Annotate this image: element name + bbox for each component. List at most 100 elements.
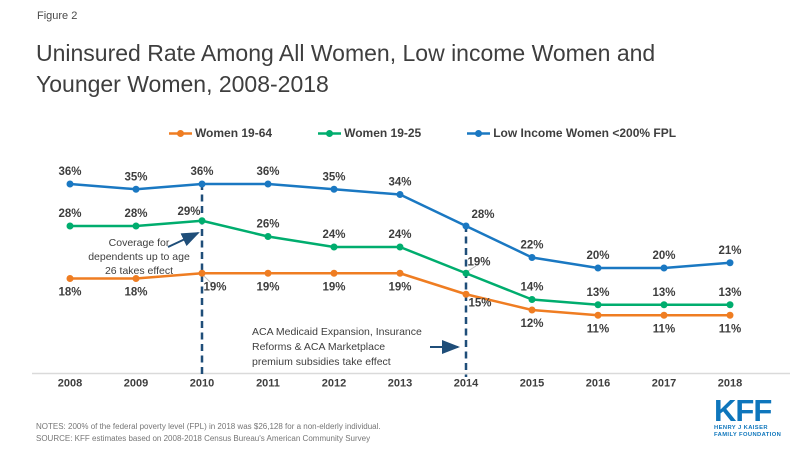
data-point-marker bbox=[528, 254, 536, 261]
data-point-marker bbox=[396, 269, 404, 277]
data-label: 15% bbox=[468, 297, 491, 309]
data-point-marker bbox=[462, 269, 470, 277]
data-label: 35% bbox=[322, 171, 345, 183]
data-label: 19% bbox=[467, 256, 490, 268]
data-label: 20% bbox=[652, 250, 675, 262]
data-point-marker bbox=[198, 217, 206, 225]
data-point-marker bbox=[726, 311, 734, 319]
data-label: 35% bbox=[124, 171, 147, 183]
data-point-marker bbox=[396, 191, 404, 198]
data-label: 13% bbox=[718, 287, 741, 299]
kff-logo-subtext: HENRY J KAISER bbox=[714, 425, 768, 431]
data-label: 21% bbox=[718, 245, 741, 257]
data-point-marker bbox=[66, 180, 74, 188]
kff-logo: KFF HENRY J KAISER FAMILY FOUNDATION bbox=[714, 393, 781, 439]
data-label: 19% bbox=[203, 281, 226, 293]
data-point-marker bbox=[264, 269, 272, 277]
line-dot-marker-icon bbox=[467, 129, 491, 137]
x-axis-tick-label: 2015 bbox=[520, 378, 544, 390]
legend-item-women-19-25: Women 19-25 bbox=[318, 126, 421, 140]
data-label: 11% bbox=[719, 323, 741, 335]
data-point-marker bbox=[396, 243, 404, 251]
data-label: 11% bbox=[653, 323, 675, 335]
annotation-dependent-coverage: Coverage for dependents up to age 26 tak… bbox=[72, 236, 206, 278]
data-point-marker bbox=[726, 259, 734, 267]
data-point-marker bbox=[528, 306, 536, 314]
data-point-marker bbox=[594, 311, 602, 319]
x-axis-tick-label: 2009 bbox=[124, 378, 148, 390]
chart-legend: Women 19-64 Women 19-25 Low Income Women… bbox=[0, 126, 800, 140]
legend-label: Women 19-25 bbox=[344, 126, 422, 140]
page-title: Uninsured Rate Among All Women, Low inco… bbox=[36, 40, 656, 97]
data-label: 36% bbox=[256, 166, 279, 178]
series-line-0 bbox=[70, 272, 730, 317]
data-label: 28% bbox=[124, 208, 147, 220]
data-point-marker bbox=[660, 264, 668, 272]
data-label: 13% bbox=[652, 287, 675, 299]
x-axis-tick-label: 2008 bbox=[58, 378, 82, 390]
annotation-aca-expansion: ACA Medicaid Expansion, Insurance Reform… bbox=[252, 325, 450, 370]
source-text: SOURCE: KFF estimates based on 2008-2018… bbox=[36, 433, 371, 443]
data-label: 18% bbox=[58, 287, 81, 299]
label-leader-line bbox=[467, 265, 477, 272]
x-axis-tick-label: 2016 bbox=[586, 378, 610, 390]
data-point-marker bbox=[726, 301, 734, 309]
x-axis-tick-label: 2012 bbox=[322, 378, 346, 390]
data-point-marker bbox=[198, 180, 206, 188]
annotation-line: Reforms & ACA Marketplace bbox=[252, 341, 386, 353]
data-label: 28% bbox=[58, 208, 81, 220]
label-leader-line bbox=[203, 275, 213, 285]
annotation-line: dependents up to age bbox=[88, 251, 190, 263]
data-label: 26% bbox=[256, 219, 279, 231]
data-point-marker bbox=[330, 243, 338, 251]
data-label: 12% bbox=[520, 318, 543, 330]
x-axis-tick-label: 2010 bbox=[190, 378, 214, 390]
x-axis-tick-label: 2013 bbox=[388, 378, 412, 390]
x-axis-tick-label: 2011 bbox=[256, 378, 280, 390]
annotation-arrow bbox=[167, 232, 200, 248]
data-point-marker bbox=[66, 275, 74, 282]
data-label: 19% bbox=[256, 281, 279, 293]
data-point-marker bbox=[330, 269, 338, 277]
line-dot-marker-icon bbox=[168, 129, 192, 137]
data-label: 20% bbox=[586, 250, 609, 262]
legend-label: Low Income Women <200% FPL bbox=[493, 126, 677, 140]
annotation-line: 26 takes effect bbox=[104, 265, 174, 277]
data-label: 36% bbox=[58, 166, 81, 178]
annotation-line: ACA Medicaid Expansion, Insurance bbox=[252, 326, 422, 338]
legend-label: Women 19-64 bbox=[194, 126, 273, 140]
data-point-marker bbox=[198, 269, 206, 277]
data-label: 19% bbox=[322, 281, 345, 293]
data-label: 14% bbox=[520, 282, 543, 294]
x-axis-tick-label: 2014 bbox=[454, 378, 479, 390]
line-dot-marker-icon bbox=[318, 129, 342, 137]
data-label: 22% bbox=[520, 240, 543, 252]
data-point-marker bbox=[594, 301, 602, 309]
notes-text: NOTES: 200% of the federal poverty level… bbox=[36, 422, 381, 431]
data-point-marker bbox=[660, 311, 668, 319]
x-axis-tick-label: 2018 bbox=[718, 378, 742, 390]
legend-item-low-income-women: Low Income Women <200% FPL bbox=[467, 126, 676, 140]
figure-label: Figure 2 bbox=[37, 10, 78, 22]
data-point-marker bbox=[264, 233, 272, 240]
data-label: 19% bbox=[388, 281, 411, 293]
data-label: 36% bbox=[190, 166, 213, 178]
data-point-marker bbox=[462, 290, 470, 298]
annotation-line: Coverage for bbox=[108, 237, 170, 249]
footer-notes: NOTES: 200% of the federal poverty level… bbox=[36, 421, 381, 444]
kff-logo-text: KFF bbox=[714, 393, 772, 428]
annotation-line: premium subsidies take effect bbox=[252, 356, 391, 368]
data-point-marker bbox=[528, 296, 536, 303]
data-point-marker bbox=[132, 222, 140, 230]
data-label: 18% bbox=[124, 287, 147, 299]
data-point-marker bbox=[660, 301, 668, 309]
data-point-marker bbox=[132, 275, 140, 282]
data-point-marker bbox=[264, 180, 272, 188]
data-point-marker bbox=[132, 185, 140, 193]
data-label: 24% bbox=[322, 229, 345, 241]
data-label: 13% bbox=[586, 287, 609, 299]
data-label: 11% bbox=[587, 323, 609, 335]
data-label: 24% bbox=[388, 229, 411, 241]
